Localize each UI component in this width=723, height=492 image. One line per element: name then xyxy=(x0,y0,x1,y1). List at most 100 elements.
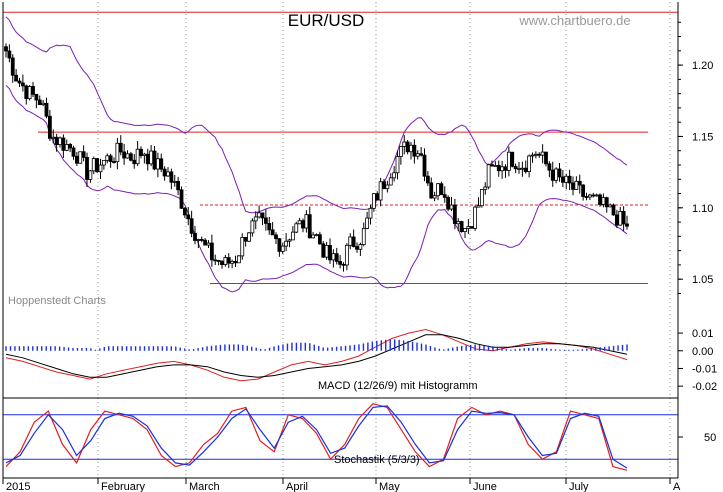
candle-body xyxy=(186,214,191,220)
candle-body xyxy=(368,207,373,219)
x-tick-label: February xyxy=(101,481,146,492)
candle-body xyxy=(398,146,403,157)
candle-body xyxy=(557,168,562,178)
candle-body xyxy=(61,137,66,151)
candle-body xyxy=(554,168,559,181)
candle-body xyxy=(611,204,616,216)
candle-body xyxy=(466,226,471,229)
candle-body xyxy=(290,231,295,241)
candle-body xyxy=(530,154,535,157)
candle-body xyxy=(284,240,289,247)
candle-body xyxy=(270,229,275,236)
candle-body xyxy=(614,214,619,226)
candle-body xyxy=(233,260,238,264)
candle-body xyxy=(274,234,278,240)
candle-body xyxy=(179,189,184,209)
candle-body xyxy=(189,218,194,234)
candle-body xyxy=(405,141,410,153)
candle-body xyxy=(328,245,332,261)
candle-body xyxy=(625,223,629,227)
candle-body xyxy=(172,180,177,183)
candle-body xyxy=(567,175,572,184)
candle-body xyxy=(371,193,376,209)
candle-body xyxy=(355,246,359,250)
candle-body xyxy=(145,153,150,165)
candle-body xyxy=(216,260,221,262)
stoch-label: Stochastik (5/3/3) xyxy=(334,454,420,466)
candle-body xyxy=(601,197,606,205)
candle-body xyxy=(226,257,231,264)
candle-body xyxy=(506,151,511,171)
candle-body xyxy=(34,93,39,101)
candle-body xyxy=(361,227,366,245)
candle-body xyxy=(351,236,356,247)
candle-body xyxy=(41,102,46,106)
candle-body xyxy=(14,74,19,82)
candle-body xyxy=(425,175,430,184)
candle-body xyxy=(527,155,532,173)
candle-body xyxy=(193,232,197,241)
candle-body xyxy=(365,217,370,229)
candle-body xyxy=(392,172,397,179)
candle-body xyxy=(4,46,8,52)
candle-body xyxy=(500,166,505,172)
candle-body xyxy=(314,234,319,237)
candle-body xyxy=(449,204,454,210)
candle-body xyxy=(577,180,582,186)
candle-body xyxy=(68,144,73,149)
price-y-tick-label: 1.10 xyxy=(692,203,713,215)
candle-body xyxy=(496,164,501,172)
candle-body xyxy=(169,171,174,183)
candle-body xyxy=(479,189,484,207)
price-y-tick-label: 1.15 xyxy=(692,131,713,143)
candle-body xyxy=(81,151,86,158)
candle-body xyxy=(490,164,494,167)
candle-body xyxy=(287,239,292,242)
candle-body xyxy=(220,260,224,265)
candle-body xyxy=(108,155,113,162)
bollinger-lower xyxy=(5,84,628,293)
price-y-tick-label: 1.05 xyxy=(692,274,713,286)
candle-body xyxy=(74,155,79,164)
candle-body xyxy=(206,242,211,246)
candle-body xyxy=(587,194,592,198)
candle-body xyxy=(483,186,488,190)
x-tick-label: 2015 xyxy=(6,481,30,492)
chart-title: EUR/USD xyxy=(288,11,365,30)
candle-body xyxy=(547,163,552,171)
candle-body xyxy=(537,153,542,156)
candle-body xyxy=(574,180,579,190)
candle-body xyxy=(375,193,380,201)
candle-body xyxy=(24,85,29,100)
candle-body xyxy=(263,217,268,224)
candle-body xyxy=(91,158,96,172)
candle-body xyxy=(105,155,110,161)
candle-body xyxy=(307,214,312,239)
candle-body xyxy=(581,184,586,197)
bollinger-upper xyxy=(5,16,628,214)
candle-body xyxy=(591,194,596,197)
candle-body xyxy=(608,204,613,208)
stoch-y-tick-label: 50 xyxy=(704,432,716,444)
candle-body xyxy=(618,211,623,226)
candle-body xyxy=(297,220,302,225)
candle-body xyxy=(503,166,508,171)
candle-body xyxy=(253,216,258,222)
candle-body xyxy=(388,177,393,186)
candle-body xyxy=(243,237,248,242)
candle-body xyxy=(71,147,76,157)
candle-body xyxy=(446,197,451,210)
x-tick-label: July xyxy=(569,481,589,492)
candle-body xyxy=(230,260,235,264)
macd-series-macd xyxy=(5,328,628,382)
candle-body xyxy=(139,148,143,156)
candle-body xyxy=(311,234,316,239)
credit-text: Hoppenstedt Charts xyxy=(8,295,106,307)
candle-body xyxy=(604,197,609,208)
candle-body xyxy=(155,158,160,170)
candle-body xyxy=(324,245,329,258)
candle-body xyxy=(584,196,589,198)
candle-body xyxy=(463,228,467,233)
